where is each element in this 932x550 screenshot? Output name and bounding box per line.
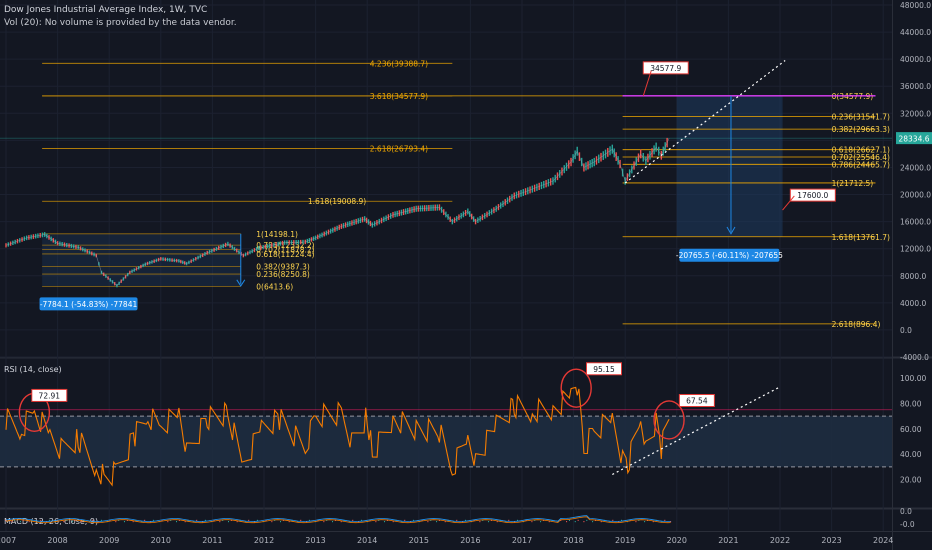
time-axis-label: 2009 — [99, 536, 119, 545]
measure-label-left-bg — [39, 297, 138, 311]
callout-pointer — [782, 195, 795, 211]
fib-level-label: 0(6413.6) — [256, 283, 293, 292]
fib-level-label: 0.382(9387.3) — [256, 262, 310, 271]
price-axis-label: 20000.0 — [900, 191, 931, 200]
rsi-axis-label: 80.00 — [900, 399, 922, 408]
callout-top-box — [642, 61, 689, 75]
price-axis-label: 8000.0 — [900, 272, 926, 281]
time-axis-label: 2022 — [770, 536, 790, 545]
macd-title: MACD (12, 26, close, 9) — [4, 517, 98, 526]
rsi-callout: 72.91 — [39, 391, 61, 400]
rsi-title: RSI (14, close) — [4, 365, 62, 374]
price-axis-label: 40000.0 — [900, 55, 931, 64]
fib-level-label: 0.618(11224.4) — [256, 250, 314, 259]
fib-level-label: 0.236(31541.7) — [832, 112, 890, 121]
time-axis-label: 2013 — [305, 536, 325, 545]
macd-axis-label: 0.0 — [900, 507, 912, 516]
time-axis-label: 2020 — [667, 536, 687, 545]
time-axis-label: 2017 — [512, 536, 532, 545]
rsi-callout: 95.15 — [593, 365, 615, 374]
last-price-tag: 28334.6 — [898, 135, 929, 144]
symbol-legend[interactable]: Dow Jones Industrial Average Index, 1W, … — [4, 5, 208, 15]
macd-line — [5, 515, 671, 522]
fib-level-label: 1.618(19008.9) — [308, 197, 366, 206]
time-axis-label: 2011 — [202, 536, 222, 545]
price-axis-label: 24000.0 — [900, 163, 931, 172]
price-axis-label: 32000.0 — [900, 109, 931, 118]
fib-level-label: 1(14198.1) — [256, 230, 298, 239]
fib-level-label: 0.786(12532.2) — [256, 241, 314, 250]
fib-level-label: 0.702(25546.4) — [832, 153, 890, 162]
price-axis-label: 48000.0 — [900, 1, 931, 10]
fib-level-label: 2.618(26793.4) — [370, 145, 428, 154]
price-axis-label: 36000.0 — [900, 82, 931, 91]
price-axis-label: 44000.0 — [900, 28, 931, 37]
price-line — [5, 138, 670, 287]
time-axis-label: 2012 — [254, 536, 274, 545]
price-axis-label: 4000.0 — [900, 299, 926, 308]
time-axis-label: 2010 — [151, 536, 171, 545]
rsi-axis-label: 100.00 — [900, 374, 926, 383]
measure-arrowhead-right — [726, 226, 736, 235]
fib-level-label: 0.236(8250.8) — [256, 270, 310, 279]
time-axis-label: 2023 — [821, 536, 841, 545]
rsi-callout: 67.54 — [686, 397, 708, 406]
fib-level-label: 2.618(896.4) — [832, 320, 881, 329]
rsi-callout-box — [678, 394, 715, 408]
measure-arrowhead-left — [236, 279, 246, 287]
price-axis-label: 0.0 — [900, 326, 912, 335]
fib-zone-left — [42, 233, 241, 287]
rsi-trend-line — [612, 386, 781, 476]
measure-label-left: -7784.1 (-54.83%) -77841 — [40, 300, 138, 309]
measure-label-right: -20765.5 (-60.11%) -207655 — [676, 251, 783, 260]
macd-signal-line — [5, 516, 671, 524]
price-axis-label: -4000.0 — [900, 353, 929, 362]
time-axis-label: 2015 — [409, 536, 429, 545]
fib-level-label: 0.702(11878.2) — [256, 246, 314, 255]
price-axis-label: 12000.0 — [900, 245, 931, 254]
fib-level-label: 1(21712.5) — [832, 179, 874, 188]
rsi-axis-label: 20.00 — [900, 476, 922, 485]
time-axis-label: 2007 — [0, 536, 16, 545]
fib-zone-right — [676, 95, 783, 237]
measure-label-right-bg — [679, 248, 780, 262]
callout-target: 17600.0 — [797, 191, 828, 200]
fib-level-label: 0.618(26627.1) — [832, 146, 890, 155]
fib-level-label: 1.618(13761.7) — [832, 233, 890, 242]
fib-level-label: 3.618(34577.9) — [370, 92, 428, 101]
rsi-axis-label: 60.00 — [900, 425, 922, 434]
time-axis-label: 2016 — [460, 536, 480, 545]
callout-top: 34577.9 — [650, 64, 681, 73]
rsi-highlight-circle — [653, 400, 685, 440]
fib-level-label: 4.236(39388.7) — [370, 59, 428, 68]
trend-line — [624, 60, 786, 184]
time-axis-label: 2008 — [47, 536, 67, 545]
macd-axis-label: -0.0 — [900, 520, 915, 529]
volume-note: Vol (20): No volume is provided by the d… — [4, 18, 237, 28]
time-axis-label: 2018 — [563, 536, 583, 545]
fib-level-label: 0.382(29663.3) — [832, 125, 890, 134]
callout-pointer — [642, 70, 652, 97]
time-axis-label: 2019 — [615, 536, 635, 545]
rsi-callout-box — [31, 388, 68, 402]
rsi-callout-box — [586, 362, 622, 376]
rsi-axis-label: 40.00 — [900, 450, 922, 459]
fib-level-label: 0.786(24465.7) — [832, 160, 890, 169]
rsi-highlight-circle — [560, 368, 592, 408]
callout-target-box — [789, 188, 836, 202]
rsi-line — [5, 386, 670, 487]
time-axis-label: 2014 — [357, 536, 377, 545]
last-price-tag-bg — [896, 132, 932, 145]
time-axis-label: 2024 — [873, 536, 893, 545]
time-axis-label: 2021 — [718, 536, 738, 545]
price-axis-label: 16000.0 — [900, 218, 931, 227]
rsi-band — [0, 416, 892, 467]
